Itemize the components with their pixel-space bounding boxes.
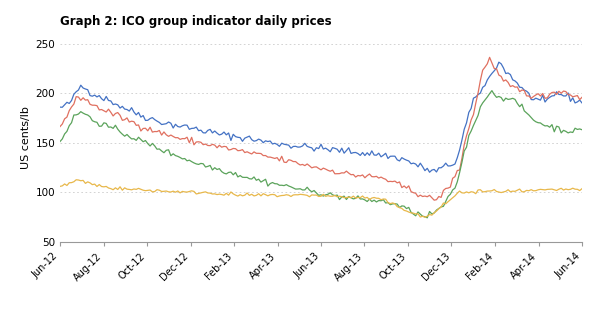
Brazilian Naturals [295, 187, 302, 191]
Robustas [544, 187, 551, 192]
Robustas [278, 194, 286, 198]
Colombian Milds [56, 105, 64, 109]
Line: Brazilian Naturals: Brazilian Naturals [60, 91, 582, 218]
Other Milds [486, 55, 493, 59]
Other Milds [544, 96, 551, 100]
Brazilian Naturals [56, 139, 64, 143]
Brazilian Naturals [578, 128, 586, 132]
Brazilian Naturals [488, 89, 496, 93]
Y-axis label: US cents/lb: US cents/lb [21, 106, 31, 169]
Line: Colombian Milds: Colombian Milds [60, 62, 582, 172]
Colombian Milds [105, 98, 112, 102]
Text: Graph 2: ICO group indicator daily prices: Graph 2: ICO group indicator daily price… [60, 15, 332, 28]
Line: Robustas: Robustas [60, 180, 582, 217]
Colombian Milds [322, 146, 329, 150]
Robustas [325, 194, 332, 198]
Colombian Milds [544, 97, 551, 101]
Robustas [296, 192, 304, 196]
Brazilian Naturals [544, 124, 551, 128]
Line: Other Milds: Other Milds [60, 57, 582, 200]
Other Milds [105, 107, 112, 111]
Robustas [107, 186, 115, 191]
Other Milds [431, 198, 438, 202]
Colombian Milds [465, 110, 472, 114]
Robustas [467, 190, 475, 194]
Brazilian Naturals [276, 183, 283, 187]
Other Milds [276, 159, 283, 163]
Brazilian Naturals [105, 125, 112, 129]
Other Milds [578, 95, 586, 99]
Legend: Colombian Milds, Other Milds, Brazilian Naturals, Robustas: Colombian Milds, Other Milds, Brazilian … [115, 335, 527, 336]
Brazilian Naturals [465, 133, 472, 137]
Brazilian Naturals [322, 193, 329, 197]
Colombian Milds [578, 101, 586, 105]
Other Milds [322, 167, 329, 171]
Other Milds [295, 162, 302, 166]
Robustas [578, 187, 586, 191]
Colombian Milds [295, 145, 302, 149]
Robustas [73, 178, 80, 182]
Colombian Milds [426, 170, 433, 174]
Robustas [421, 215, 428, 219]
Colombian Milds [495, 60, 502, 64]
Colombian Milds [276, 144, 283, 148]
Robustas [56, 184, 64, 188]
Other Milds [56, 125, 64, 129]
Other Milds [465, 127, 472, 131]
Brazilian Naturals [424, 216, 431, 220]
